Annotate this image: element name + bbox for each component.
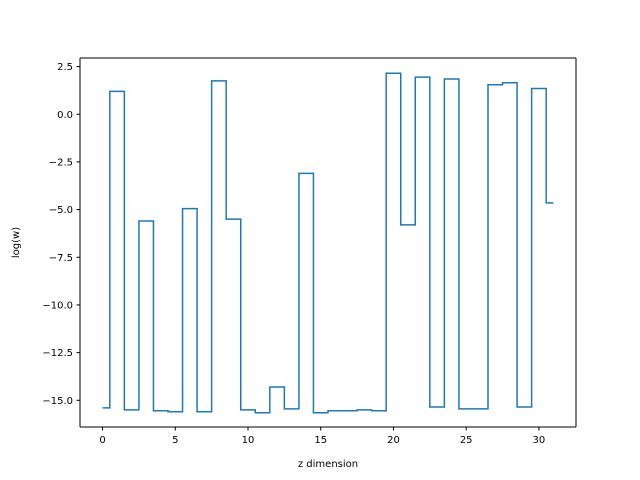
x-tick-label: 0	[99, 435, 105, 446]
y-tick-label: −15.0	[42, 396, 73, 407]
y-tick-label: −2.5	[49, 157, 73, 168]
y-tick-label: −5.0	[49, 205, 73, 216]
y-tick-label: −10.0	[42, 300, 73, 311]
x-tick-label: 10	[242, 435, 255, 446]
x-axis-label: z dimension	[298, 459, 358, 470]
x-tick-label: 15	[314, 435, 327, 446]
x-tick-label: 25	[460, 435, 473, 446]
plot-area	[80, 58, 576, 427]
series-line-0	[102, 72, 554, 414]
y-axis-label: log(w)	[11, 227, 22, 258]
x-tick-label: 30	[533, 435, 546, 446]
y-tick-label: −7.5	[49, 253, 73, 264]
x-tick-label: 5	[172, 435, 178, 446]
y-tick-label: 2.5	[57, 62, 73, 73]
x-tick-label: 20	[387, 435, 400, 446]
y-tick-label: −12.5	[42, 348, 73, 359]
y-tick-label: 0.0	[57, 110, 73, 121]
